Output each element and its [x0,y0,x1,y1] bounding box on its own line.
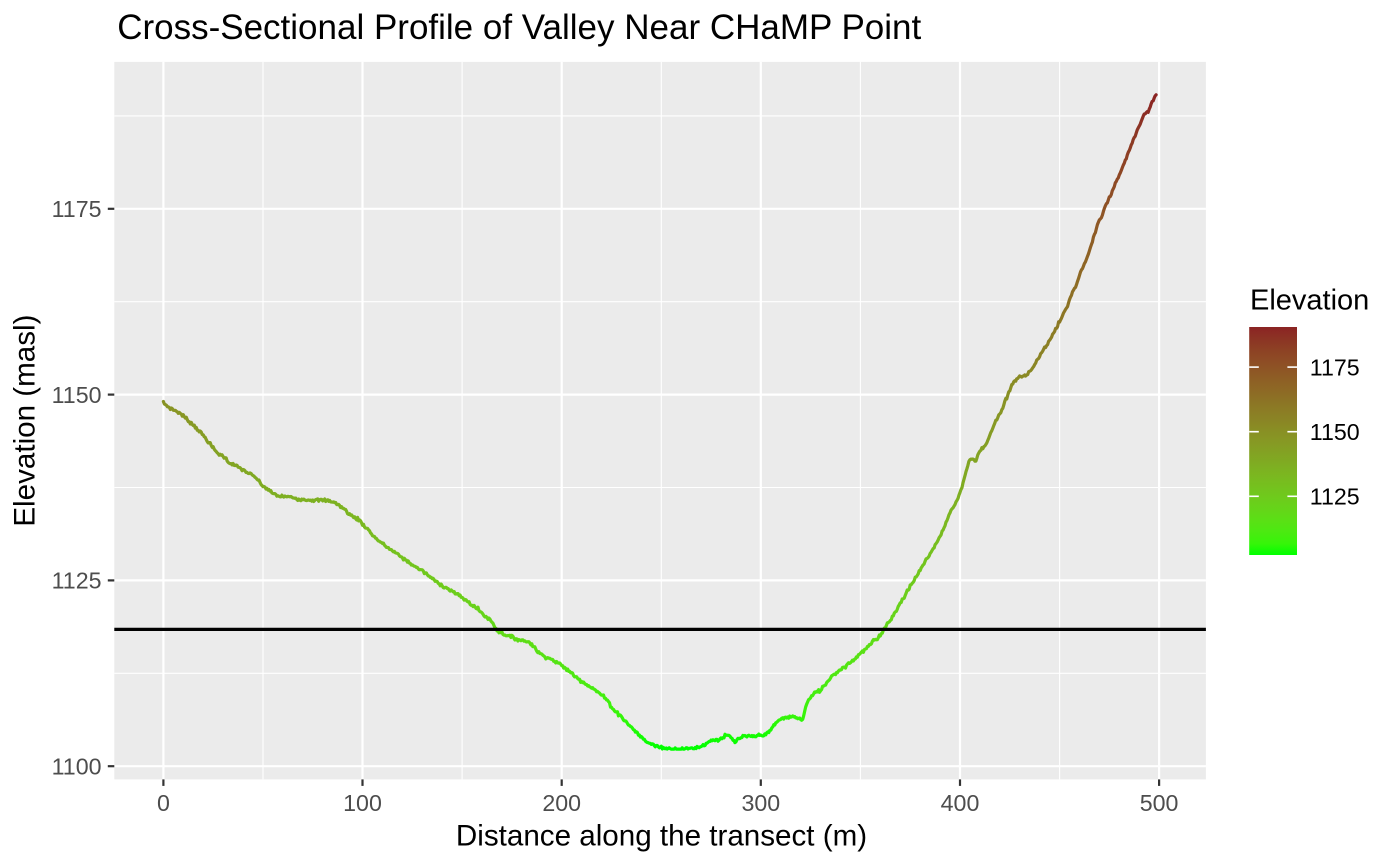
svg-text:Distance along the transect (m: Distance along the transect (m) [456,820,867,853]
svg-text:1175: 1175 [1310,354,1360,380]
svg-text:Cross-Sectional Profile of Val: Cross-Sectional Profile of Valley Near C… [117,8,921,47]
svg-text:400: 400 [941,790,980,816]
svg-text:1175: 1175 [52,196,102,222]
svg-text:100: 100 [343,790,382,816]
svg-text:500: 500 [1140,790,1179,816]
svg-text:1150: 1150 [52,382,102,408]
svg-text:Elevation (masl): Elevation (masl) [9,315,42,527]
svg-text:1100: 1100 [52,753,102,779]
svg-text:Elevation: Elevation [1250,285,1369,317]
svg-text:200: 200 [542,790,581,816]
svg-text:1125: 1125 [1310,484,1360,510]
svg-text:0: 0 [157,790,170,816]
svg-text:1150: 1150 [1310,419,1360,445]
svg-text:300: 300 [741,790,780,816]
svg-text:1125: 1125 [52,568,102,594]
